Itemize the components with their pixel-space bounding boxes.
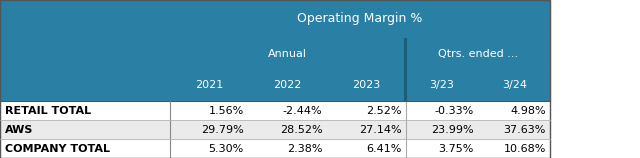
Text: Operating Margin %: Operating Margin % bbox=[298, 12, 422, 25]
Text: 3.75%: 3.75% bbox=[438, 143, 474, 154]
Bar bbox=[0, 120, 550, 139]
Text: 2.52%: 2.52% bbox=[366, 106, 401, 116]
Text: 27.14%: 27.14% bbox=[358, 125, 401, 135]
Bar bbox=[0, 38, 550, 70]
Bar bbox=[0, 139, 550, 158]
Text: RETAIL TOTAL: RETAIL TOTAL bbox=[5, 106, 92, 116]
Text: AWS: AWS bbox=[5, 125, 33, 135]
Text: 5.30%: 5.30% bbox=[209, 143, 244, 154]
Text: 37.63%: 37.63% bbox=[504, 125, 546, 135]
Text: Qtrs. ended ...: Qtrs. ended ... bbox=[438, 49, 518, 59]
Bar bbox=[0, 70, 550, 101]
Text: 2023: 2023 bbox=[352, 80, 381, 90]
Text: 3/23: 3/23 bbox=[429, 80, 454, 90]
Bar bbox=[404, 38, 406, 70]
Text: 2.38%: 2.38% bbox=[287, 143, 323, 154]
Text: 10.68%: 10.68% bbox=[504, 143, 546, 154]
Bar bbox=[0, 101, 550, 120]
Text: Annual: Annual bbox=[268, 49, 307, 59]
Bar bbox=[404, 70, 406, 101]
Text: -2.44%: -2.44% bbox=[283, 106, 323, 116]
Text: 4.98%: 4.98% bbox=[510, 106, 546, 116]
Text: COMPANY TOTAL: COMPANY TOTAL bbox=[5, 143, 110, 154]
Text: 28.52%: 28.52% bbox=[280, 125, 323, 135]
Text: -0.33%: -0.33% bbox=[435, 106, 474, 116]
Text: 3/24: 3/24 bbox=[502, 80, 527, 90]
Bar bbox=[0, 0, 550, 158]
Text: 2021: 2021 bbox=[195, 80, 223, 90]
Text: 29.79%: 29.79% bbox=[201, 125, 244, 135]
Text: 2022: 2022 bbox=[273, 80, 302, 90]
Text: 6.41%: 6.41% bbox=[366, 143, 401, 154]
Bar bbox=[0, 0, 550, 38]
Text: 1.56%: 1.56% bbox=[209, 106, 244, 116]
Text: 23.99%: 23.99% bbox=[431, 125, 474, 135]
